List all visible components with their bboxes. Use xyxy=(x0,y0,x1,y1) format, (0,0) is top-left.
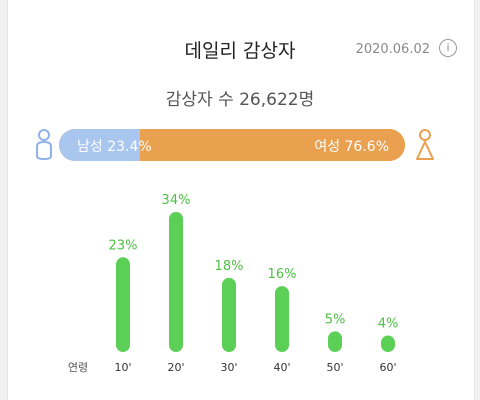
total-viewers: 감상자 수 26,622명 xyxy=(165,90,315,110)
value-label-5: 5% xyxy=(325,312,346,327)
female-person-icon xyxy=(416,129,434,160)
date-label: 2020.06.02 xyxy=(355,42,430,57)
value-label-2: 34% xyxy=(162,193,191,208)
tick-label-4: 40' xyxy=(273,361,290,374)
bar-1 xyxy=(116,257,130,352)
tick-label-6: 60' xyxy=(379,361,396,374)
tick-label-1: 10' xyxy=(114,361,131,374)
female-share-segment xyxy=(140,129,405,161)
bar-4 xyxy=(275,286,289,352)
bar-3 xyxy=(222,277,236,352)
tick-label-3: 30' xyxy=(220,361,237,374)
gender-ratio-bar: 남성 23.4% 여성 76.6% xyxy=(59,129,405,161)
value-label-3: 18% xyxy=(215,259,244,274)
value-label-6: 4% xyxy=(378,317,399,332)
x-axis-title: 연령 xyxy=(68,361,88,374)
value-label-1: 23% xyxy=(109,238,138,253)
page-title: 데일리 감상자 xyxy=(184,40,296,62)
bar-5 xyxy=(328,331,342,352)
bar-2 xyxy=(169,212,183,352)
tick-label-5: 50' xyxy=(326,361,343,374)
info-icon[interactable]: i xyxy=(439,39,457,57)
value-label-4: 16% xyxy=(268,267,297,282)
male-share-segment xyxy=(59,129,140,161)
female-share-label: 여성 76.6% xyxy=(314,139,389,155)
daily-viewers-card xyxy=(7,0,475,400)
tick-label-2: 20' xyxy=(167,361,184,374)
bar-6 xyxy=(381,335,395,352)
male-share-label: 남성 23.4% xyxy=(77,139,152,155)
male-person-icon xyxy=(36,129,52,161)
